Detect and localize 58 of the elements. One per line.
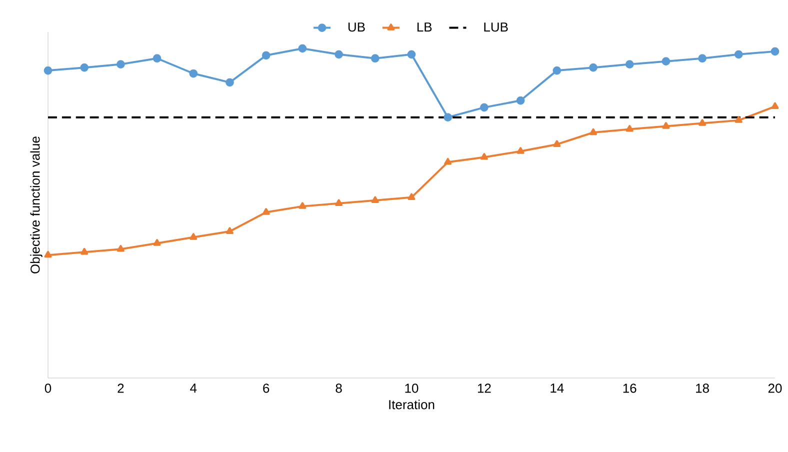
y-axis-title: Objective function value xyxy=(30,136,42,274)
point xyxy=(335,199,343,206)
x-tick-label: 2 xyxy=(118,384,124,393)
x-tick-label: 20 xyxy=(768,384,782,393)
point xyxy=(116,244,124,252)
point xyxy=(662,122,670,129)
x-tick-label: 16 xyxy=(623,384,636,393)
point xyxy=(80,248,88,255)
point xyxy=(371,196,379,203)
point xyxy=(153,239,161,246)
x-tick-label: 8 xyxy=(336,384,342,393)
point xyxy=(553,140,561,147)
x-tick-label: 14 xyxy=(550,384,564,393)
point xyxy=(552,66,562,75)
point xyxy=(589,63,598,72)
point xyxy=(80,63,89,72)
point xyxy=(189,69,198,78)
x-tick-label: 6 xyxy=(263,384,270,393)
x-tick-label: 4 xyxy=(190,384,197,393)
point xyxy=(44,66,52,75)
point xyxy=(625,60,634,68)
point xyxy=(226,78,234,87)
point xyxy=(407,50,416,59)
x-tick-label: 18 xyxy=(696,384,709,393)
legend-label: LB xyxy=(417,22,432,32)
point xyxy=(226,227,234,234)
point xyxy=(516,147,524,154)
point xyxy=(770,47,780,56)
point xyxy=(480,153,488,160)
point xyxy=(480,103,488,112)
point xyxy=(298,202,306,209)
point xyxy=(698,119,706,126)
point xyxy=(771,102,779,110)
point xyxy=(444,158,452,165)
x-tick-label: 12 xyxy=(478,384,491,393)
point xyxy=(116,60,125,68)
point xyxy=(370,54,380,63)
point xyxy=(298,44,307,53)
point xyxy=(698,54,706,63)
point xyxy=(44,250,52,258)
point xyxy=(262,51,270,60)
point xyxy=(262,208,270,215)
point xyxy=(152,54,162,63)
x-tick-label: 10 xyxy=(405,384,418,393)
point xyxy=(334,50,343,59)
point xyxy=(516,96,525,105)
x-tick-label: 0 xyxy=(44,384,52,393)
point xyxy=(626,125,634,132)
point xyxy=(190,233,198,240)
point xyxy=(408,193,416,200)
legend-label: LUB xyxy=(484,22,508,32)
point xyxy=(734,50,743,59)
point xyxy=(589,128,598,136)
legend-label: UB xyxy=(348,22,365,32)
point xyxy=(444,113,452,122)
point xyxy=(662,57,670,66)
x-axis-title: Iteration xyxy=(389,400,434,410)
point xyxy=(734,116,742,123)
